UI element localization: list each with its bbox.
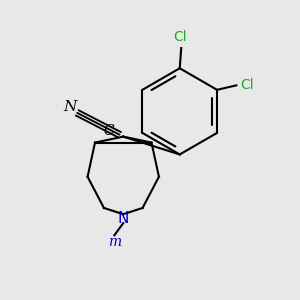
Text: N: N	[63, 100, 76, 115]
Text: m: m	[108, 235, 121, 249]
Text: C: C	[104, 124, 114, 138]
Text: Cl: Cl	[240, 78, 253, 92]
Text: Cl: Cl	[173, 31, 187, 44]
Text: N: N	[118, 211, 129, 226]
